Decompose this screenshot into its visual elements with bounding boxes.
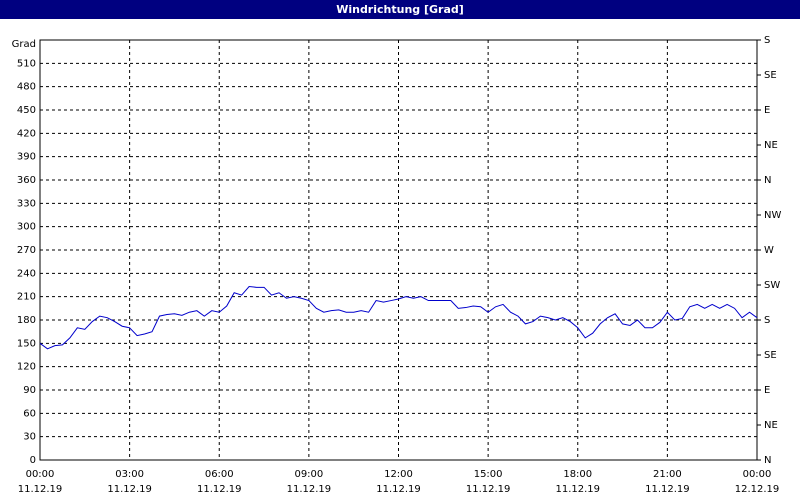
y2-tick-label: E [764, 385, 770, 396]
y-tick-label: 180 [17, 315, 36, 326]
x-tick-label: 00:00 [743, 469, 772, 480]
x-tick-date: 11.12.19 [555, 484, 600, 495]
data-line [39, 286, 758, 350]
x-tick-label: 09:00 [294, 469, 323, 480]
y2-tick-label: NE [764, 140, 778, 151]
y-tick-label: 150 [17, 338, 36, 349]
y2-tick-label: W [764, 245, 774, 256]
y2-tick-label: S [764, 35, 770, 46]
x-tick-date: 11.12.19 [107, 484, 152, 495]
y2-tick-label: SE [764, 70, 777, 81]
y-tick-label: 120 [17, 362, 36, 373]
x-tick-label: 15:00 [474, 469, 503, 480]
y-tick-label: 60 [23, 408, 36, 419]
y2-tick-label: N [764, 175, 771, 186]
x-tick-date: 12.12.19 [735, 484, 780, 495]
y2-tick-label: SE [764, 350, 777, 361]
y-tick-label: 360 [17, 175, 36, 186]
y-tick-label: 270 [17, 245, 36, 256]
x-tick-label: 12:00 [384, 469, 413, 480]
y-tick-label: 30 [23, 432, 36, 443]
y-tick-label: 420 [17, 128, 36, 139]
y-tick-label: 210 [17, 292, 36, 303]
y2-tick-label: S [764, 315, 770, 326]
y-tick-label: 300 [17, 222, 36, 233]
x-tick-date: 11.12.19 [645, 484, 690, 495]
y2-tick-label: NW [764, 210, 781, 221]
y-tick-label: 0 [30, 455, 36, 466]
y-tick-label: 240 [17, 268, 36, 279]
y2-tick-label: NE [764, 420, 778, 431]
y-tick-label: 390 [17, 152, 36, 163]
y-tick-label: 480 [17, 82, 36, 93]
x-tick-date: 11.12.19 [466, 484, 511, 495]
y2-tick-label: E [764, 105, 770, 116]
chart-title: Windrichtung [Grad] [336, 3, 464, 16]
x-tick-label: 03:00 [115, 469, 144, 480]
x-tick-date: 11.12.19 [18, 484, 63, 495]
y-tick-label: 510 [17, 58, 36, 69]
x-tick-label: 21:00 [653, 469, 682, 480]
x-tick-date: 11.12.19 [376, 484, 421, 495]
x-tick-label: 06:00 [205, 469, 234, 480]
x-tick-label: 00:00 [26, 469, 55, 480]
y-tick-label: 90 [23, 385, 36, 396]
y-tick-label: 450 [17, 105, 36, 116]
plot-border [39, 39, 758, 461]
title-bar [0, 0, 800, 19]
y-tick-label: 330 [17, 198, 36, 209]
y-axis-label: Grad [12, 39, 36, 50]
y2-tick-label: SW [764, 280, 780, 291]
x-tick-date: 11.12.19 [197, 484, 242, 495]
x-tick-date: 11.12.19 [287, 484, 332, 495]
x-tick-label: 18:00 [563, 469, 592, 480]
y2-tick-label: N [764, 455, 771, 466]
